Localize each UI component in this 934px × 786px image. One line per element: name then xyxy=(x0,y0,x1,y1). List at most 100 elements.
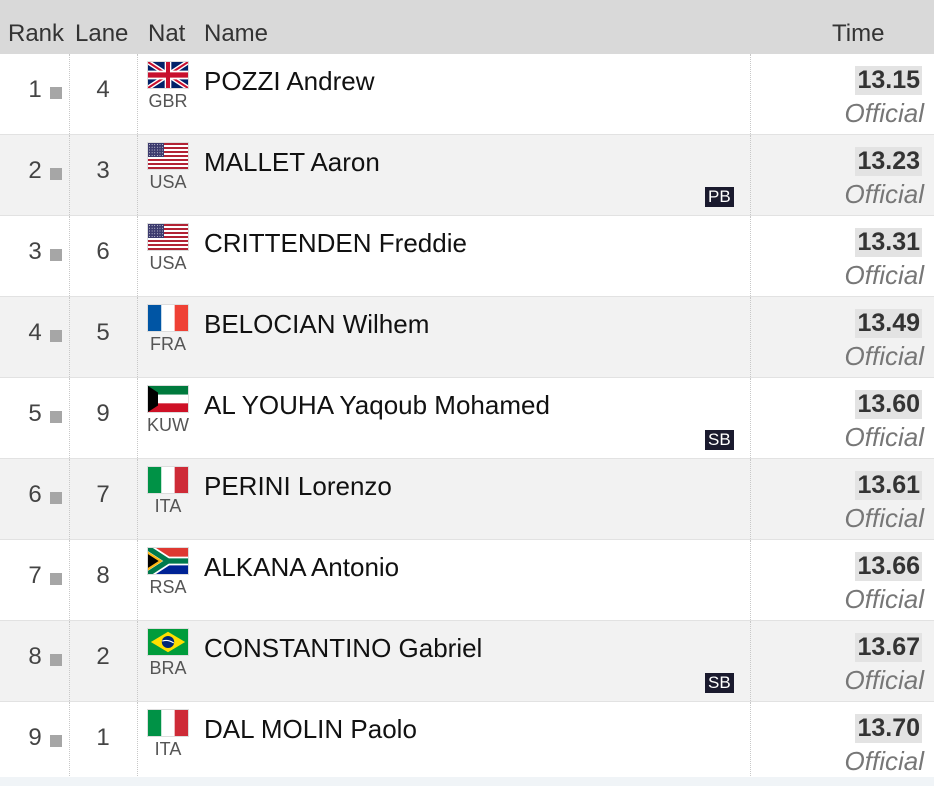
result-status: Official xyxy=(844,503,924,533)
nationality-code: KUW xyxy=(147,415,189,435)
athlete-name[interactable]: CONSTANTINO Gabriel xyxy=(204,633,483,663)
table-row[interactable]: 4 5 FRA BELOCIAN Wilhem 13.49 Official xyxy=(0,297,934,378)
column-divider xyxy=(69,621,70,701)
column-divider xyxy=(750,621,751,701)
athlete-name[interactable]: AL YOUHA Yaqoub Mohamed xyxy=(204,390,550,420)
result-time: 13.15 xyxy=(855,66,922,95)
column-divider xyxy=(750,702,751,782)
result-status: Official xyxy=(844,341,924,371)
lane-value: 2 xyxy=(96,643,110,670)
rank-value: 7 xyxy=(28,562,42,589)
table-footer-strip xyxy=(0,777,934,786)
rank-marker-icon xyxy=(50,87,62,99)
column-divider xyxy=(137,540,138,620)
nationality-code: RSA xyxy=(149,577,187,597)
result-time: 13.70 xyxy=(855,714,922,743)
lane-value: 9 xyxy=(96,400,110,427)
result-time: 13.67 xyxy=(855,633,922,662)
column-divider xyxy=(750,135,751,215)
result-time: 13.23 xyxy=(855,147,922,176)
rank-value: 9 xyxy=(28,724,42,751)
column-divider xyxy=(137,378,138,458)
rank-marker-icon xyxy=(50,168,62,180)
column-divider xyxy=(750,378,751,458)
result-status: Official xyxy=(844,260,924,290)
result-status: Official xyxy=(844,98,924,128)
rank-marker-icon xyxy=(50,330,62,342)
athlete-name[interactable]: PERINI Lorenzo xyxy=(204,471,392,501)
rank-value: 8 xyxy=(28,643,42,670)
nationality-code: FRA xyxy=(150,334,186,354)
column-divider xyxy=(750,540,751,620)
result-time: 13.66 xyxy=(855,552,922,581)
record-badge: PB xyxy=(705,187,734,207)
nationality-code: USA xyxy=(149,253,187,273)
record-badge: SB xyxy=(705,673,734,693)
lane-value: 6 xyxy=(96,238,110,265)
athlete-name[interactable]: ALKANA Antonio xyxy=(204,552,400,582)
table-row[interactable]: 2 3 USA MALLET Aaron PB 13.23 Official xyxy=(0,135,934,216)
column-divider xyxy=(69,135,70,215)
nationality-code: ITA xyxy=(154,739,182,759)
header-time: Time xyxy=(832,20,885,47)
result-time: 13.61 xyxy=(855,471,922,500)
result-time: 13.49 xyxy=(855,309,922,338)
lane-value: 1 xyxy=(96,724,110,751)
flag-usa-icon xyxy=(147,142,189,170)
column-divider xyxy=(750,297,751,377)
table-row[interactable]: 9 1 ITA DAL MOLIN Paolo 13.70 Official xyxy=(0,702,934,783)
column-divider xyxy=(69,297,70,377)
athlete-name[interactable]: MALLET Aaron xyxy=(204,147,380,177)
table-row[interactable]: 1 4 GBR POZZI Andrew 13.15 Official xyxy=(0,54,934,135)
athlete-name[interactable]: DAL MOLIN Paolo xyxy=(204,714,417,744)
lane-value: 7 xyxy=(96,481,110,508)
nationality-code: USA xyxy=(149,172,187,192)
result-status: Official xyxy=(844,584,924,614)
column-divider xyxy=(69,216,70,296)
flag-ita-icon xyxy=(147,466,189,494)
column-divider xyxy=(750,459,751,539)
rank-value: 3 xyxy=(28,238,42,265)
table-row[interactable]: 7 8 RSA ALKANA Antonio 13.66 Official xyxy=(0,540,934,621)
athlete-name[interactable]: CRITTENDEN Freddie xyxy=(204,228,467,258)
flag-rsa-icon xyxy=(147,547,189,575)
flag-gbr-icon xyxy=(147,61,189,89)
rank-marker-icon xyxy=(50,573,62,585)
column-divider xyxy=(69,54,70,134)
flag-usa-icon xyxy=(147,223,189,251)
rank-marker-icon xyxy=(50,249,62,261)
rank-value: 5 xyxy=(28,400,42,427)
rank-marker-icon xyxy=(50,735,62,747)
column-divider xyxy=(750,54,751,134)
header-rank: Rank xyxy=(8,20,65,47)
column-divider xyxy=(69,459,70,539)
column-divider xyxy=(137,54,138,134)
column-divider xyxy=(69,540,70,620)
lane-value: 3 xyxy=(96,157,110,184)
table-row[interactable]: 6 7 ITA PERINI Lorenzo 13.61 Official xyxy=(0,459,934,540)
rank-value: 1 xyxy=(28,76,42,103)
result-status: Official xyxy=(844,179,924,209)
table-row[interactable]: 3 6 USA CRITTENDEN Freddie 13.31 Official xyxy=(0,216,934,297)
column-divider xyxy=(137,216,138,296)
column-divider xyxy=(750,216,751,296)
table-row[interactable]: 8 2 BRA CONSTANTINO Gabriel SB 13.67 Official xyxy=(0,621,934,702)
column-divider xyxy=(137,459,138,539)
rank-value: 6 xyxy=(28,481,42,508)
column-divider xyxy=(137,297,138,377)
athlete-name[interactable]: BELOCIAN Wilhem xyxy=(204,309,430,339)
header-nat: Nat xyxy=(148,20,186,47)
result-time: 13.31 xyxy=(855,228,922,257)
rank-value: 4 xyxy=(28,319,42,346)
column-divider xyxy=(69,702,70,782)
athlete-name[interactable]: POZZI Andrew xyxy=(204,66,375,96)
header-name: Name xyxy=(204,20,269,47)
flag-fra-icon xyxy=(147,304,189,332)
header-lane: Lane xyxy=(75,20,129,47)
results-header: Rank Lane Nat Name Time xyxy=(0,0,934,54)
result-status: Official xyxy=(844,746,924,776)
nationality-code: GBR xyxy=(148,91,188,111)
flag-ita-icon xyxy=(147,709,189,737)
table-row[interactable]: 5 9 KUW AL YOUHA Yaqoub Mohamed SB 13.60 Offic… xyxy=(0,378,934,459)
flag-bra-icon xyxy=(147,628,189,656)
